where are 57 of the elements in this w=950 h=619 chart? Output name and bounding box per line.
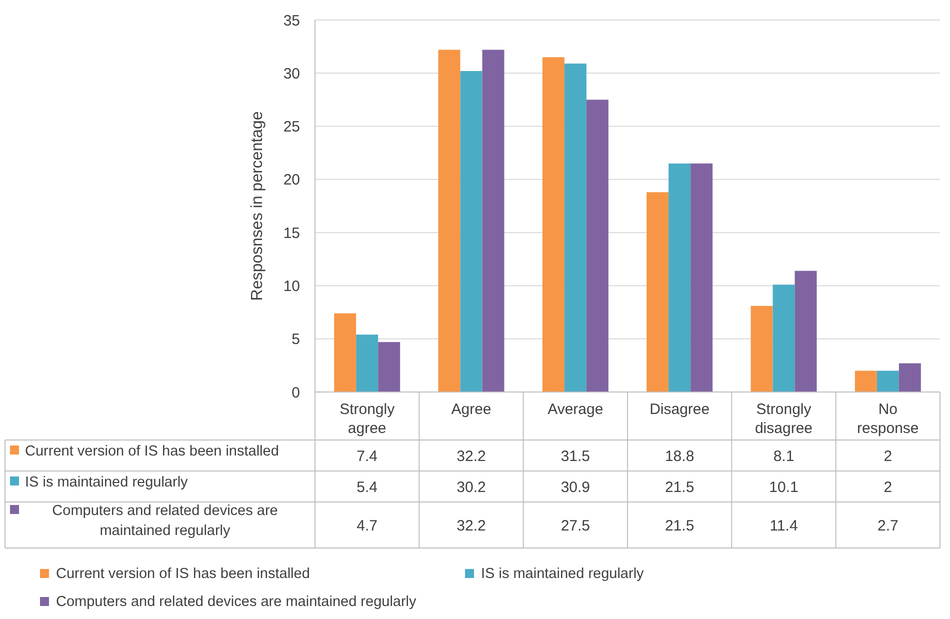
text: Computers and related devices are maintained regularly <box>56 594 416 610</box>
data-label: 21.5 <box>664 478 694 496</box>
bar <box>378 342 400 392</box>
data-label: 2 <box>884 448 892 465</box>
data-label: 5.4 <box>356 478 378 496</box>
y-tick-label: 5 <box>292 331 300 348</box>
data-label: 32.2 <box>456 448 486 465</box>
data-label: 4.7 <box>356 517 378 534</box>
y-tick-label: 10 <box>283 278 300 295</box>
data-label: 21.5 <box>664 517 694 534</box>
bar <box>542 57 564 392</box>
bar <box>898 363 921 392</box>
y-tick-label: 30 <box>283 65 300 82</box>
data-label: 7.4 <box>356 448 378 465</box>
y-tick-label: 0 <box>292 384 300 402</box>
bar <box>772 284 795 392</box>
bar <box>586 100 608 392</box>
text: Current version of IS has been installed <box>56 566 310 582</box>
data-label: 11.4 <box>770 517 798 534</box>
bar <box>794 270 817 392</box>
data-label: 32.2 <box>456 517 486 534</box>
x-tick-label: No response <box>857 401 919 437</box>
data-label: 30.2 <box>456 478 486 496</box>
y-tick-label: 25 <box>283 118 300 136</box>
y-axis-title: Resposnses in percentage <box>249 111 266 301</box>
legend-label: Computers and related devices are maintained regularly <box>52 503 278 539</box>
legend-label: IS is maintained regularly <box>481 566 645 582</box>
y-tick-label: 20 <box>283 172 300 189</box>
bar <box>690 163 713 392</box>
x-tick-label: Agree <box>451 401 492 418</box>
data-label: 10.1 <box>769 478 798 496</box>
bar <box>646 192 669 392</box>
text: IS is maintained regularly <box>25 474 188 490</box>
x-tick-label: Strongly agree <box>340 401 396 437</box>
data-label: 30.9 <box>560 478 590 496</box>
bar <box>668 163 691 392</box>
bar <box>876 370 899 392</box>
bar <box>334 313 356 392</box>
data-label: 27.5 <box>560 517 590 534</box>
bar <box>750 306 773 392</box>
bar <box>482 50 504 392</box>
data-label: 2.7 <box>877 517 898 534</box>
data-label: 8.1 <box>773 448 794 465</box>
bar <box>438 50 460 392</box>
data-label: 18.8 <box>664 448 694 465</box>
data-label: 31.5 <box>560 448 590 465</box>
x-tick-label: Strongly disagree <box>754 401 813 437</box>
x-tick-label: Average <box>548 401 604 418</box>
bar <box>854 370 877 392</box>
legend-label: Current version of IS has been installed <box>25 444 279 460</box>
y-tick-label: 15 <box>283 224 300 242</box>
y-tick-label: 35 <box>283 12 300 30</box>
bar <box>356 334 378 392</box>
x-tick-label: Disagree <box>650 401 710 418</box>
bar <box>564 64 586 392</box>
bar <box>460 71 482 392</box>
data-label: 2 <box>884 478 892 496</box>
